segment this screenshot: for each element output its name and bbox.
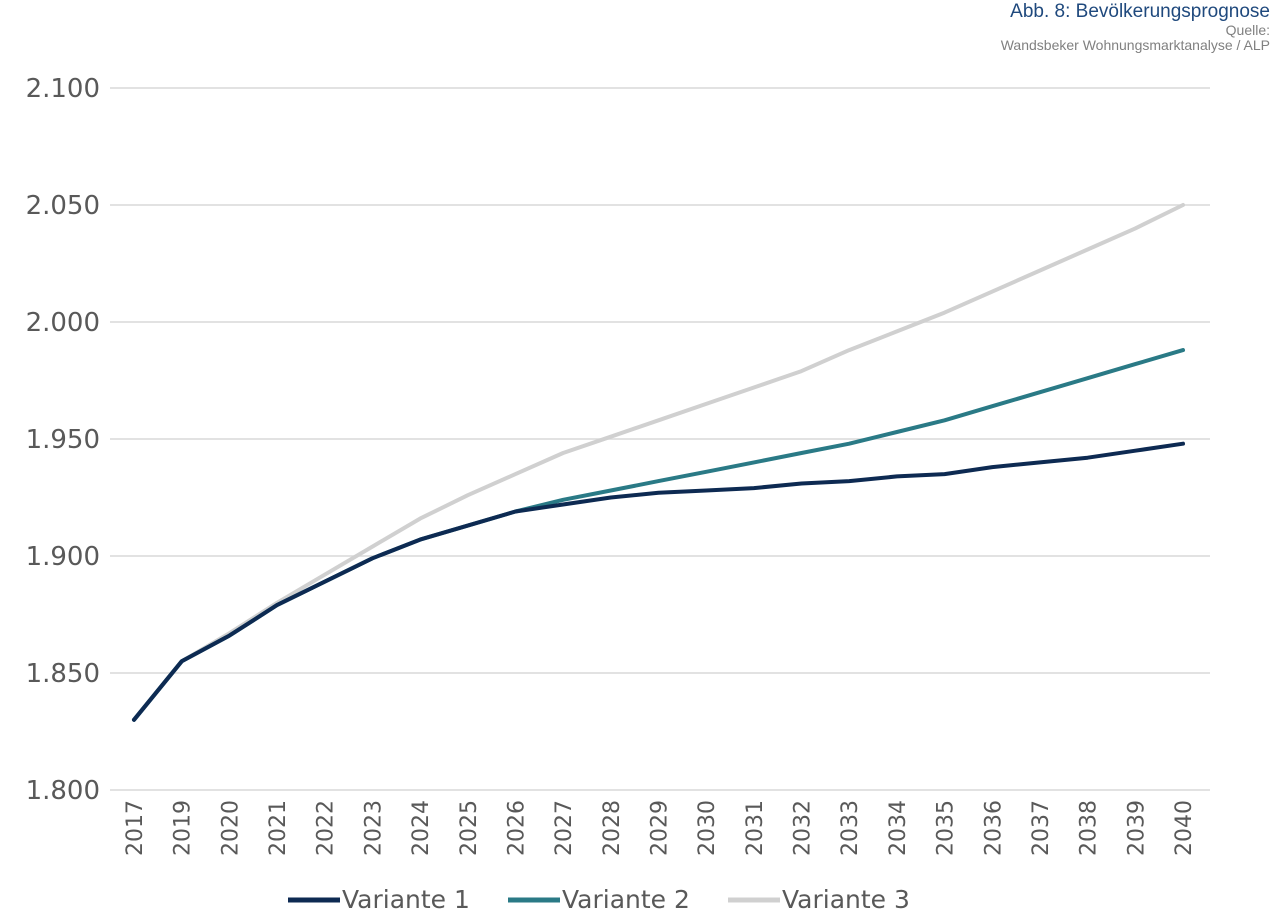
series-line-variante-2 (132, 348, 1185, 722)
x-tick-label: 2034 (886, 800, 911, 856)
x-tick-label: 2023 (361, 800, 386, 856)
x-tick-label: 2035 (934, 800, 959, 856)
gridlines (110, 87, 1210, 791)
series-line-variante-3 (132, 203, 1185, 722)
x-tick-label: 2037 (1029, 800, 1054, 856)
x-tick-label: 2038 (1077, 800, 1102, 856)
x-tick-label: 2026 (504, 800, 529, 856)
x-tick-label: 2030 (695, 800, 720, 856)
y-axis-ticks: 1.800 1.850 1.900 1.950 2.000 2.050 2.100 (26, 74, 100, 806)
x-tick-label: 2029 (648, 800, 673, 856)
y-tick-label: 1.850 (26, 659, 100, 689)
y-tick-label: 1.800 (26, 776, 100, 806)
x-tick-label: 2040 (1172, 800, 1197, 856)
x-tick-label: 2032 (791, 800, 816, 856)
source-text: Wandsbeker Wohnungsmarktanalyse / ALP (1000, 37, 1270, 54)
x-tick-label: 2021 (266, 800, 291, 856)
x-tick-label: 2028 (600, 800, 625, 856)
chart-title: Abb. 8: Bevölkerungsprognose (1010, 1, 1270, 22)
y-tick-label: 1.900 (26, 542, 100, 572)
y-tick-label: 1.950 (26, 425, 100, 455)
source-label: Quelle: (1225, 21, 1270, 38)
x-tick-label: 2020 (218, 800, 243, 856)
y-tick-label: 2.100 (26, 74, 100, 104)
y-tick-label: 2.050 (26, 191, 100, 221)
x-tick-label: 2039 (1124, 800, 1149, 856)
x-tick-label: 2031 (743, 800, 768, 856)
x-tick-label: 2019 (171, 800, 196, 856)
legend: Variante 1 Variante 2 Variante 3 (288, 885, 910, 914)
x-tick-label: 2017 (123, 800, 148, 856)
series-lines (132, 203, 1185, 722)
chart-header: Abb. 8: Bevölkerungsprognose Quelle: Wan… (1000, 1, 1270, 54)
series-line-variante-1 (132, 441, 1185, 722)
x-tick-label: 2027 (552, 800, 577, 856)
x-tick-label: 2022 (314, 800, 339, 856)
x-tick-label: 2033 (838, 800, 863, 856)
y-tick-label: 2.000 (26, 308, 100, 338)
x-axis-ticks: 2017 2019 2020 2021 2022 2023 2024 2025 2026 2027… (123, 800, 1197, 856)
x-tick-label: 2024 (409, 800, 434, 856)
x-tick-label: 2036 (981, 800, 1006, 856)
legend-label: Variante 2 (562, 885, 690, 914)
legend-label: Variante 1 (342, 885, 470, 914)
legend-label: Variante 3 (782, 885, 910, 914)
x-tick-label: 2025 (457, 800, 482, 856)
